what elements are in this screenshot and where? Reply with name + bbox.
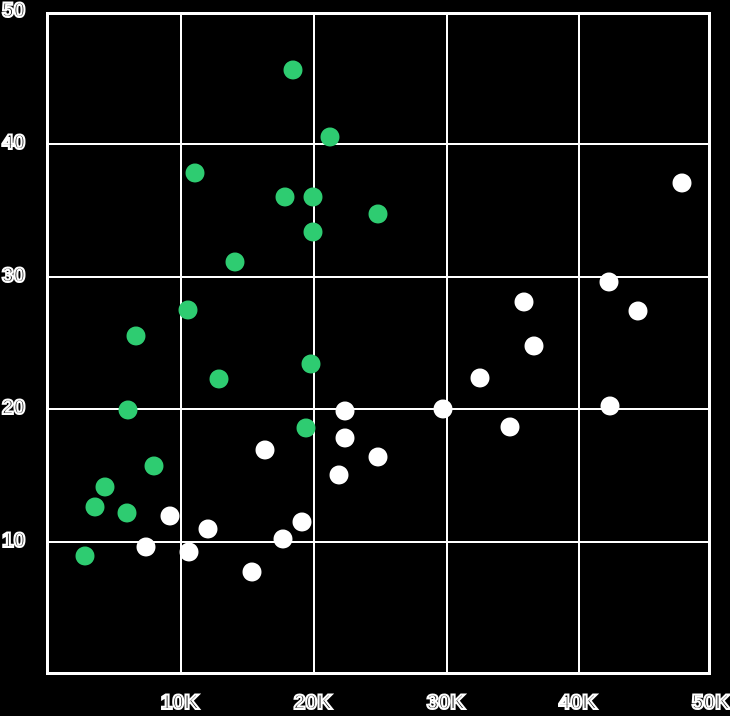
- svg-text:20: 20: [2, 396, 25, 419]
- svg-text:40K: 40K: [559, 691, 598, 714]
- svg-text:40: 40: [2, 131, 25, 154]
- svg-text:50K: 50K: [692, 691, 731, 714]
- svg-text:10K: 10K: [161, 691, 200, 714]
- svg-text:10: 10: [2, 529, 25, 552]
- svg-text:20K: 20K: [294, 691, 333, 714]
- svg-text:30K: 30K: [427, 691, 466, 714]
- svg-text:30: 30: [2, 264, 25, 287]
- svg-text:50: 50: [2, 0, 25, 22]
